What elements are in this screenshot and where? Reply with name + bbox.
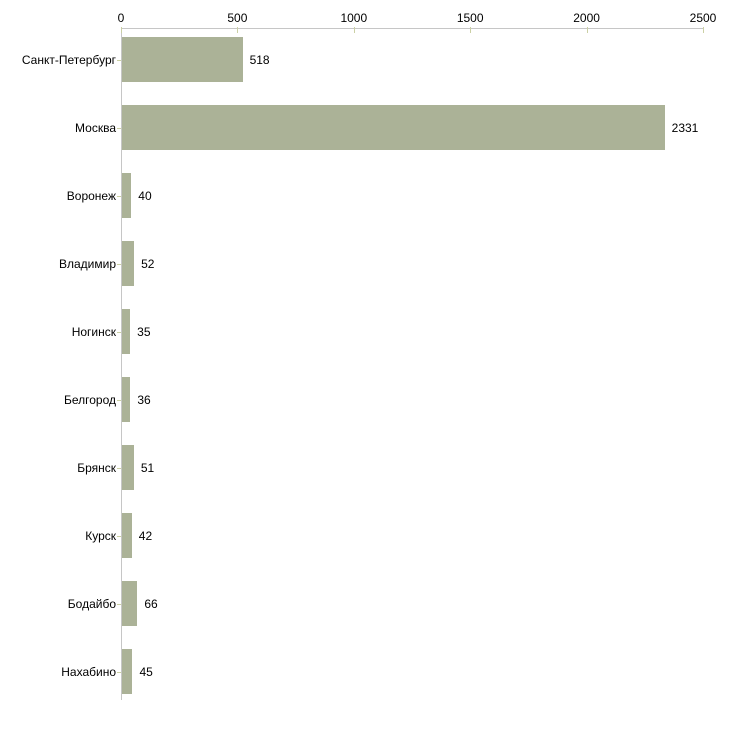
x-axis-tick-label: 1500	[456, 11, 484, 25]
category-label: Нахабино	[61, 664, 116, 679]
category-tick-mark	[117, 400, 121, 401]
x-axis-tick-mark	[586, 27, 588, 33]
x-axis-tick-mark	[703, 27, 704, 33]
category-tick-mark	[117, 468, 121, 469]
x-axis-tick-mark	[353, 27, 355, 33]
bar-3	[122, 241, 135, 286]
category-label: Ногинск	[71, 324, 116, 339]
category-tick-mark	[117, 332, 121, 333]
x-axis-line	[121, 28, 704, 29]
category-label: Москва	[75, 120, 116, 135]
value-label: 35	[137, 324, 151, 339]
category-tick-mark	[117, 536, 121, 537]
value-label: 51	[140, 460, 155, 475]
value-label: 36	[137, 392, 151, 407]
x-axis-tick-label: 2500	[689, 11, 717, 25]
x-axis-tick-mark	[121, 27, 122, 33]
value-label: 66	[144, 596, 158, 611]
category-tick-mark	[117, 128, 121, 129]
category-label: Брянск	[77, 460, 116, 475]
x-axis-tick-mark	[237, 27, 239, 33]
x-axis-tick-label: 2000	[573, 11, 600, 25]
category-tick-mark	[117, 196, 121, 197]
value-label: 518	[249, 52, 270, 67]
x-axis-tick-mark	[470, 27, 472, 33]
y-axis-line	[121, 28, 122, 700]
bar-2	[122, 173, 132, 218]
category-label: Воронеж	[66, 188, 116, 203]
bar-0	[122, 37, 243, 82]
category-label: Владимир	[58, 256, 116, 271]
category-tick-mark	[117, 264, 121, 265]
bar-6	[122, 445, 134, 490]
value-label: 42	[138, 528, 153, 543]
bar-4	[122, 309, 131, 354]
bar-8	[122, 581, 138, 626]
category-label: Санкт-Петербург	[21, 52, 116, 67]
category-label: Курск	[85, 528, 116, 543]
value-label: 45	[139, 664, 153, 679]
category-label: Бодайбо	[67, 596, 116, 611]
category-tick-mark	[117, 60, 121, 61]
bar-1	[122, 105, 665, 150]
x-axis-tick-label: 0	[117, 11, 125, 25]
value-label: 40	[138, 188, 152, 203]
category-tick-mark	[117, 672, 121, 673]
bar-5	[122, 377, 131, 422]
value-label: 2331	[671, 120, 699, 135]
x-axis-tick-label: 1000	[340, 11, 368, 25]
bar-9	[122, 649, 133, 694]
bar-7	[122, 513, 132, 558]
x-axis-tick-label: 500	[227, 11, 248, 25]
category-tick-mark	[117, 604, 121, 605]
category-label: Белгород	[63, 392, 116, 407]
value-label: 52	[141, 256, 155, 271]
